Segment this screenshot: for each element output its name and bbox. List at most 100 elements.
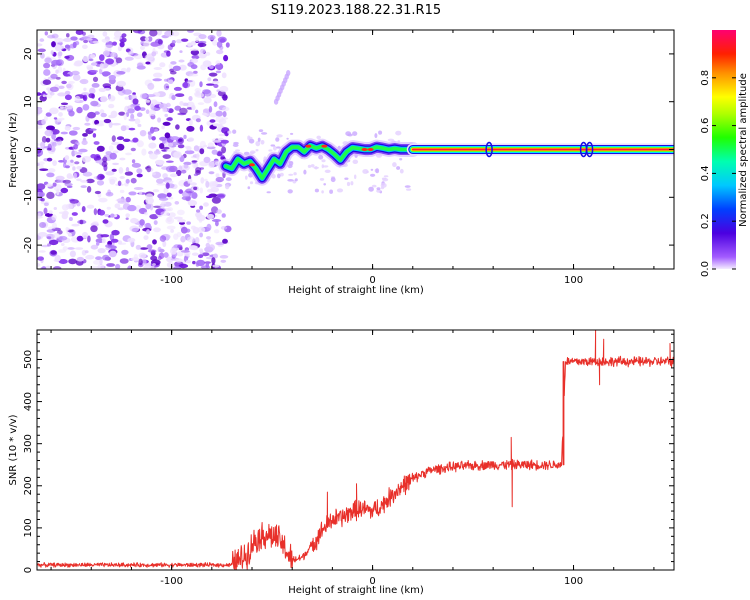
spectrogram-scatter-blob bbox=[153, 227, 161, 233]
spectrogram-scatter-blob bbox=[131, 159, 136, 164]
spectrogram-scatter-blob bbox=[187, 42, 192, 47]
spectrogram-scatter-blob bbox=[76, 166, 82, 170]
snr-ytick-label: 300 bbox=[23, 434, 34, 453]
spectrogram-scatter-blob bbox=[197, 42, 207, 48]
spectrogram-scatter-blob bbox=[145, 99, 151, 103]
spectrogram-scatter-blob bbox=[71, 70, 80, 76]
spectrogram-scatter-blob bbox=[217, 194, 225, 199]
spectrogram-scatter-blob bbox=[97, 248, 106, 254]
spectrogram-scatter-blob bbox=[208, 161, 215, 169]
spectrogram-scatter-blob bbox=[190, 64, 198, 70]
spectrogram-scatter-blob bbox=[130, 113, 135, 120]
spectrogram-scatter-blob bbox=[146, 229, 150, 235]
spectrogram-scatter-blob bbox=[43, 62, 51, 69]
colorbar-tick-label: 0.8 bbox=[700, 70, 711, 86]
spectrogram-scatter-blob bbox=[68, 110, 75, 117]
spectrogram-scatter-blob bbox=[64, 94, 72, 101]
spectrogram-scatter-blob bbox=[37, 107, 43, 115]
spectrogram-scatter-blob bbox=[51, 59, 61, 66]
spectrogram-scatter-blob bbox=[81, 231, 89, 239]
spectrogram-scatter-blob bbox=[202, 60, 212, 68]
spectrogram-scatter-blob bbox=[145, 202, 151, 210]
spectrogram-scatter-blob bbox=[37, 48, 46, 53]
spectrogram-scatter-blob bbox=[192, 260, 196, 265]
spectrogram-scatter-blob bbox=[136, 112, 143, 117]
spectrogram-fragment-blob bbox=[321, 159, 326, 163]
spectrogram-scatter-blob bbox=[179, 221, 185, 225]
spectrogram-scatter-blob bbox=[130, 147, 136, 152]
spectrogram-scatter-blob bbox=[96, 180, 105, 186]
spectrogram-scatter-blob bbox=[211, 257, 216, 265]
spectrogram-scatter-blob bbox=[160, 211, 170, 217]
spectrogram-scatter-blob bbox=[101, 161, 108, 168]
spectrogram-scatter-blob bbox=[46, 157, 53, 162]
spectrogram-fragment-blob bbox=[366, 171, 369, 173]
spectrogram-scatter-blob bbox=[37, 92, 42, 96]
spectrogram-scatter-blob bbox=[37, 43, 43, 47]
spectrogram-scatter-blob bbox=[212, 39, 218, 46]
spectrogram-scatter-blob bbox=[222, 106, 230, 112]
spectrogram-scatter-blob bbox=[101, 71, 111, 76]
spectrogram-scatter-blob bbox=[88, 93, 95, 99]
spectrogram-scatter-blob bbox=[87, 235, 91, 243]
colorbar-tick-label: 0.6 bbox=[700, 118, 711, 134]
spectrogram-scatter-blob bbox=[112, 41, 117, 46]
spectrogram-scatter-blob bbox=[103, 87, 111, 91]
spectrogram-scatter-blob bbox=[112, 150, 119, 154]
spectrogram-scatter-blob bbox=[219, 85, 229, 93]
spectrogram-scatter-blob bbox=[38, 161, 45, 165]
spectrogram-scatter-blob bbox=[90, 154, 97, 159]
spectrogram-scatter-blob bbox=[213, 229, 220, 234]
spectrogram-fragment-blob bbox=[260, 140, 265, 145]
spectrogram-scatter-blob bbox=[207, 239, 212, 243]
spectrogram-scatter-blob bbox=[48, 239, 59, 246]
spectrogram-scatter-blob bbox=[72, 166, 76, 171]
snr-ytick-label: 0 bbox=[23, 567, 34, 573]
spectrogram-scatter-blob bbox=[203, 144, 208, 148]
spectrogram-scatter-blob bbox=[212, 140, 222, 143]
spectrogram-scatter-blob bbox=[79, 219, 84, 225]
spectrogram-scatter-blob bbox=[42, 94, 47, 98]
spectrogram-scatter-blob bbox=[104, 214, 110, 217]
spectrogram-scatter-blob bbox=[96, 175, 101, 180]
spectrogram-scatter-blob bbox=[166, 216, 172, 222]
spectrogram-scatter-blob bbox=[139, 93, 148, 99]
snr-ticks: -100 0 100 0 100 200 300 400 500 bbox=[23, 330, 674, 587]
spectrogram-scatter-blob bbox=[52, 266, 62, 269]
spectrogram-scatter-blob bbox=[132, 98, 139, 105]
spectrogram-scatter-blob bbox=[167, 108, 174, 114]
spectrogram-streak-blob bbox=[286, 70, 291, 76]
spectrogram-scatter-blob bbox=[144, 211, 148, 216]
spectrogram-scatter-blob bbox=[90, 244, 99, 250]
spectrogram-scatter-blob bbox=[128, 191, 137, 196]
spectrogram-scatter-blob bbox=[154, 159, 165, 165]
spectrogram-scatter-blob bbox=[164, 132, 171, 139]
spectrogram-scatter-blob bbox=[136, 173, 143, 178]
spectrogram-scatter-blob bbox=[73, 150, 78, 155]
spectrogram-scatter-blob bbox=[170, 136, 180, 141]
spectrogram-fragment-blob bbox=[290, 132, 294, 135]
spectrogram-fragment-blob bbox=[324, 169, 331, 173]
spectrogram-scatter-blob bbox=[125, 178, 130, 184]
spectrogram-fragment-blob bbox=[346, 181, 351, 187]
spectrogram-scatter-blob bbox=[125, 213, 130, 218]
spectrogram-scatter-blob bbox=[166, 50, 171, 57]
spectrogram-scatter-blob bbox=[60, 187, 69, 194]
spectrogram-scatter-blob bbox=[90, 62, 98, 66]
spectrogram-carrier-bump bbox=[485, 141, 493, 158]
spectrogram-scatter-blob bbox=[186, 125, 195, 132]
spectrogram-scatter-blob bbox=[73, 62, 83, 67]
spectrogram-scatter-blob bbox=[171, 94, 176, 101]
spectrogram-fragment-blob bbox=[376, 187, 381, 191]
spectrogram-scatter-blob bbox=[151, 172, 156, 176]
spectrogram-scatter-blob bbox=[218, 133, 225, 137]
spectrogram-scatter-blob bbox=[157, 255, 162, 261]
spectrogram-scatter-blob bbox=[125, 152, 132, 156]
spectrogram-scatter-blob bbox=[55, 69, 59, 74]
spectrogram-scatter-blob bbox=[203, 202, 209, 207]
spectrogram-scatter-blob bbox=[113, 30, 122, 38]
spectrogram-scatter-blob bbox=[191, 160, 198, 163]
spectrogram-scatter-blob bbox=[145, 222, 151, 227]
spectrogram-scatter-blob bbox=[179, 101, 184, 106]
spectrogram-scatter-blob bbox=[170, 61, 177, 65]
